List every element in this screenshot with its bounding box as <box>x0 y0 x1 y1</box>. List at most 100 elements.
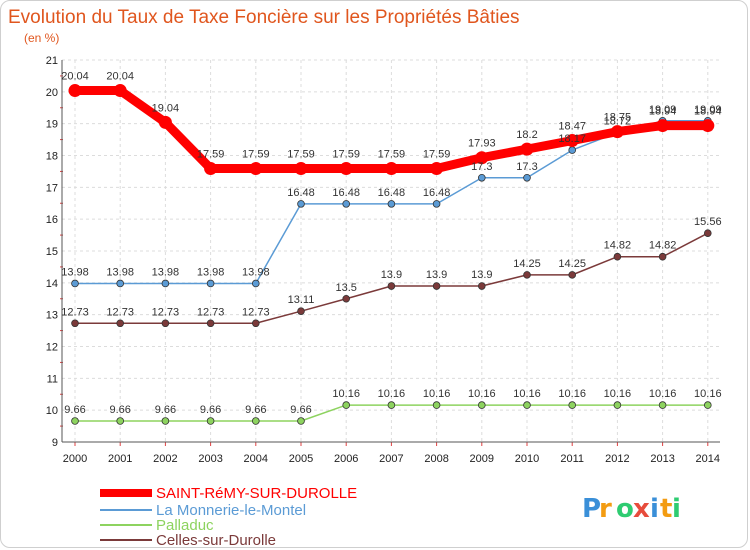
data-point <box>477 282 486 290</box>
data-point <box>297 307 305 315</box>
data-point <box>297 417 305 425</box>
logo-letter: P <box>582 494 601 524</box>
data-label: 13.98 <box>106 266 134 278</box>
data-point <box>568 271 576 279</box>
data-point <box>71 417 79 425</box>
x-tick-label: 2011 <box>560 453 584 465</box>
data-label: 16.48 <box>423 187 451 199</box>
data-label: 13.9 <box>426 269 447 281</box>
data-point <box>206 417 215 425</box>
data-point <box>610 125 624 139</box>
data-point <box>432 282 441 290</box>
data-point <box>701 119 715 133</box>
data-label: 17.59 <box>242 149 270 161</box>
y-tick-label: 15 <box>46 246 58 258</box>
data-label: 15.56 <box>694 216 722 228</box>
data-label: 12.73 <box>152 306 180 318</box>
data-label: 20.04 <box>61 71 89 83</box>
y-tick-label: 20 <box>46 87 58 99</box>
data-point <box>206 279 215 288</box>
data-point <box>387 401 396 409</box>
data-point <box>703 401 712 409</box>
data-label: 9.66 <box>155 404 176 416</box>
data-point <box>71 279 79 288</box>
data-label: 14.25 <box>558 258 586 270</box>
data-label: 18.2 <box>516 129 537 141</box>
data-point <box>565 134 579 148</box>
x-tick-label: 2008 <box>424 453 448 465</box>
data-point <box>252 417 260 425</box>
x-tick-label: 2000 <box>63 453 87 465</box>
data-point <box>656 119 670 133</box>
data-label: 10.16 <box>604 388 632 400</box>
data-label: 19.09 <box>649 104 677 116</box>
data-point <box>71 319 79 328</box>
data-point <box>342 294 351 303</box>
data-label: 14.82 <box>649 240 677 252</box>
data-point <box>523 173 531 182</box>
data-label: 19.09 <box>694 104 722 116</box>
data-point <box>161 417 170 425</box>
data-label: 18.75 <box>604 112 632 124</box>
data-label: 17.59 <box>378 149 406 161</box>
data-point <box>113 84 127 98</box>
data-label: 10.16 <box>649 388 677 400</box>
data-point <box>116 319 124 328</box>
data-label: 13.98 <box>242 266 270 278</box>
data-point <box>523 401 531 409</box>
data-label: 13.98 <box>61 266 89 278</box>
x-tick-label: 2009 <box>470 453 494 465</box>
data-point <box>477 173 486 182</box>
data-label: 14.25 <box>513 258 541 270</box>
legend-label: Palladuc <box>156 517 214 534</box>
data-label: 12.73 <box>197 306 225 318</box>
x-tick-label: 2010 <box>515 453 539 465</box>
data-label: 12.73 <box>61 306 89 318</box>
x-tick-label: 2003 <box>198 453 222 465</box>
x-tick-label: 2006 <box>334 453 358 465</box>
data-label: 20.04 <box>106 71 134 83</box>
data-point <box>432 200 441 208</box>
data-point <box>204 162 218 176</box>
x-tick-label: 2005 <box>289 453 313 465</box>
data-point <box>342 200 351 208</box>
data-point <box>161 279 170 288</box>
data-label: 16.48 <box>332 187 360 199</box>
logo-letter: i <box>672 494 681 524</box>
data-label: 10.16 <box>468 388 496 400</box>
data-point <box>568 146 576 154</box>
data-label: 17.3 <box>471 161 492 173</box>
data-label: 10.16 <box>513 388 541 400</box>
y-tick-label: 13 <box>46 310 58 322</box>
data-label: 13.98 <box>197 266 225 278</box>
x-tick-label: 2014 <box>696 453 720 465</box>
data-point <box>477 401 486 409</box>
legend-label: La Monnerie-le-Montel <box>156 502 306 519</box>
data-point <box>68 84 82 98</box>
data-label: 13.11 <box>288 294 315 306</box>
y-tick-label: 21 <box>46 55 58 67</box>
data-label: 17.59 <box>287 149 315 161</box>
x-tick-label: 2004 <box>244 453 268 465</box>
data-point <box>613 401 622 409</box>
logo-letter: t <box>660 494 672 524</box>
data-point <box>158 115 172 129</box>
data-label: 16.48 <box>287 187 315 199</box>
y-tick-label: 9 <box>52 437 58 449</box>
y-tick-label: 17 <box>46 182 58 194</box>
data-label: 18.17 <box>558 133 586 145</box>
x-tick-label: 2007 <box>379 453 403 465</box>
data-point <box>342 401 351 409</box>
data-point <box>294 162 308 176</box>
y-tick-label: 18 <box>46 151 58 163</box>
chart-title: Evolution du Taux de Taxe Foncière sur l… <box>8 7 520 28</box>
data-point <box>339 162 353 176</box>
data-label: 10.16 <box>694 388 722 400</box>
data-label: 9.66 <box>64 404 85 416</box>
data-label: 13.5 <box>335 282 356 294</box>
data-label: 17.93 <box>468 138 496 150</box>
data-label: 16.48 <box>378 187 406 199</box>
data-point <box>116 417 124 425</box>
data-label: 17.3 <box>516 161 537 173</box>
x-tick-label: 2013 <box>650 453 674 465</box>
